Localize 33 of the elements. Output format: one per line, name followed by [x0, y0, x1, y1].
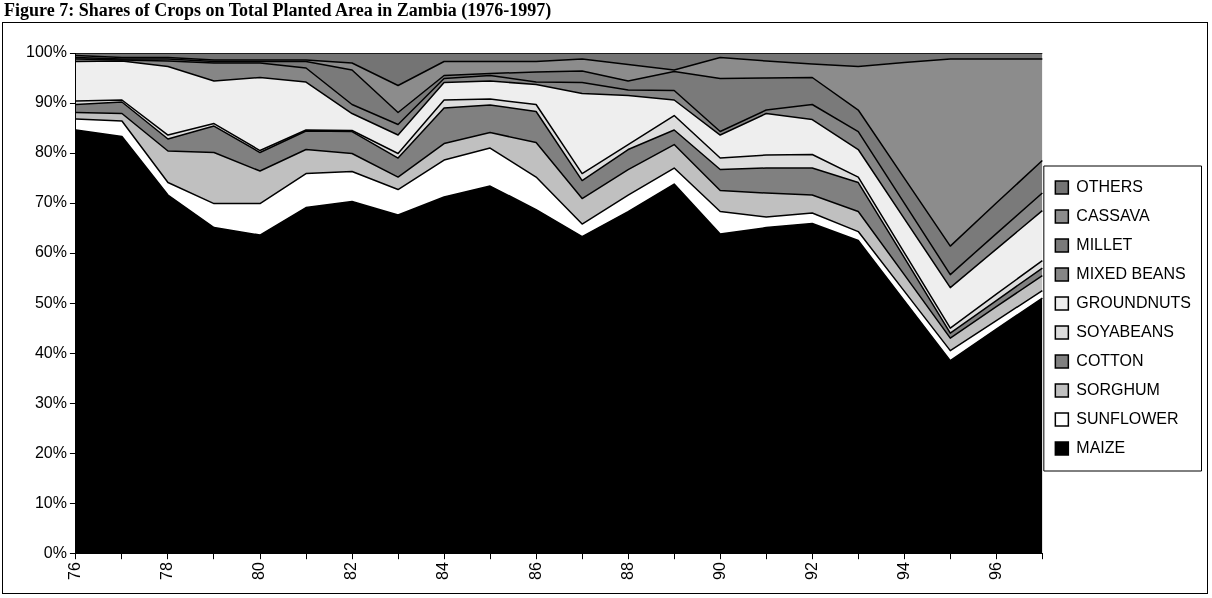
legend-label: MIXED BEANS	[1076, 264, 1186, 282]
y-tick-label: 70%	[34, 193, 67, 211]
legend-label: MAIZE	[1076, 438, 1126, 456]
legend-label: GROUNDNUTS	[1076, 293, 1192, 311]
chart-title: Figure 7: Shares of Crops on Total Planted Area in Zambia (1976-1997)	[3, 0, 553, 22]
y-tick-label: 0%	[43, 543, 67, 561]
y-tick-label: 80%	[34, 143, 67, 161]
x-tick-label: 94	[894, 562, 912, 580]
x-tick-label: 82	[342, 562, 360, 580]
x-tick-label: 76	[66, 562, 84, 580]
x-tick-label: 88	[618, 562, 636, 580]
y-tick-label: 100%	[26, 43, 67, 61]
x-tick-label: 90	[710, 562, 728, 580]
y-tick-label: 20%	[34, 443, 67, 461]
legend-label: CASSAVA	[1076, 206, 1150, 224]
x-tick-label: 78	[158, 562, 176, 580]
y-tick-label: 10%	[34, 493, 67, 511]
x-tick-label: 80	[250, 562, 268, 580]
x-tick-label: 86	[526, 562, 544, 580]
legend-label: COTTON	[1076, 351, 1144, 369]
y-tick-label: 60%	[34, 243, 67, 261]
legend-label: SUNFLOWER	[1076, 409, 1179, 427]
x-tick-label: 96	[986, 562, 1004, 580]
y-tick-label: 30%	[34, 393, 67, 411]
legend-label: SOYABEANS	[1076, 322, 1174, 340]
legend-label: OTHERS	[1076, 177, 1144, 195]
y-tick-label: 40%	[34, 343, 67, 361]
legend-label: SORGHUM	[1076, 380, 1160, 398]
legend-label: MILLET	[1076, 235, 1133, 253]
x-tick-label: 92	[802, 562, 820, 580]
x-tick-label: 84	[434, 562, 452, 580]
y-tick-label: 90%	[34, 93, 67, 111]
y-tick-label: 50%	[34, 293, 67, 311]
